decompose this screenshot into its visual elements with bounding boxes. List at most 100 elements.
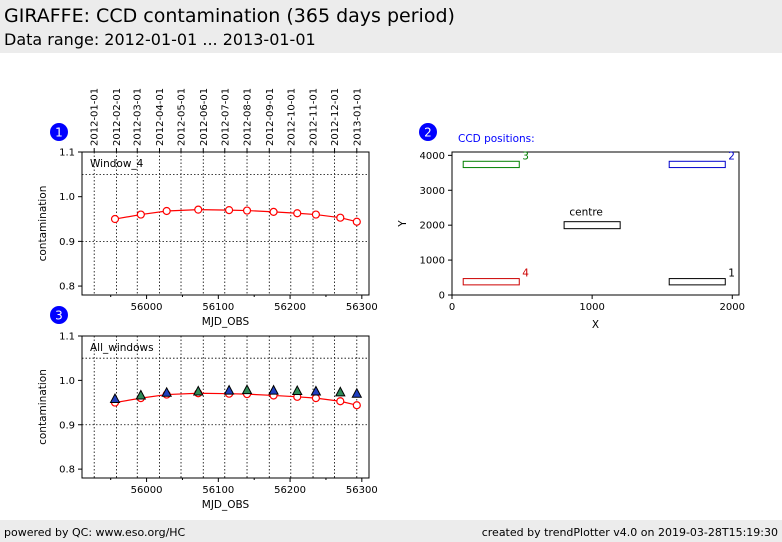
- top-date-label: 2012-06-01: [199, 88, 210, 146]
- ccd-window-2: [668, 160, 726, 169]
- ccd-window-centre: [563, 221, 621, 230]
- top-date-label: 2012-09-01: [265, 88, 276, 146]
- panel-badge-1-bg: [50, 123, 68, 141]
- x-tick-label: 56000: [131, 302, 163, 313]
- x-axis-label: X: [592, 319, 599, 331]
- triangle-point: [334, 386, 346, 397]
- triangle-point: [109, 392, 121, 404]
- x-axis-label: MJD_OBS: [202, 499, 250, 511]
- triangle-point: [310, 385, 322, 396]
- ccd-window-label: 4: [522, 268, 529, 280]
- triangle-point: [135, 389, 147, 400]
- circle-point: [162, 206, 171, 216]
- circle-point: [136, 210, 145, 219]
- y-tick-label: 0.9: [59, 420, 75, 431]
- panel-badge-2-bg: [419, 123, 437, 141]
- top-date-label: 2012-03-01: [133, 88, 144, 146]
- top-date-label: 2012-02-01: [112, 88, 123, 146]
- x-axis-label: MJD_OBS: [202, 316, 250, 328]
- y-tick-label: 0.8: [59, 282, 75, 293]
- top-date-label: 2012-04-01: [155, 88, 166, 146]
- x-tick-label: 56100: [202, 485, 234, 496]
- top-date-label: 2012-08-01: [243, 88, 254, 146]
- triangle-point: [351, 387, 363, 398]
- circle-point: [336, 213, 345, 222]
- panel-badge-3-bg: [50, 306, 68, 324]
- footer-created-by: created by trendPlotter v4.0 on 2019-03-…: [481, 526, 778, 539]
- top-date-label: 2013-01-01: [352, 88, 363, 146]
- circle-point: [293, 209, 302, 218]
- triangle-point: [291, 384, 303, 396]
- top-date-label: 2012-12-01: [330, 88, 341, 146]
- circle-point: [224, 205, 234, 215]
- x-tick-label: 2000: [720, 302, 745, 313]
- top-date-label: 2012-01-01: [90, 88, 101, 146]
- ccd-window-label: 2: [728, 150, 735, 162]
- panel-2: CCD positions: 0 1000 2000 0 1000 2000 3000 4000…: [397, 133, 745, 331]
- y-tick-label: 1.0: [59, 376, 75, 387]
- y-tick-label: 1.0: [59, 192, 75, 203]
- plot-frame: [81, 335, 370, 479]
- circle-point: [336, 397, 345, 406]
- x-tick-label: 56200: [274, 302, 306, 313]
- circle-point: [194, 205, 203, 214]
- panel-badge-2-label: 2: [424, 126, 432, 140]
- footer-powered-by: powered by QC: www.eso.org/HC: [4, 526, 186, 539]
- x-tick-label: 56100: [202, 302, 234, 313]
- top-date-label: 2012-10-01: [286, 88, 297, 146]
- ccd-window-label: 3: [522, 150, 529, 162]
- x-tick-label: 1000: [579, 302, 604, 313]
- y-tick-label: 2000: [420, 221, 445, 232]
- triangle-point: [223, 384, 235, 395]
- plot-frame: [451, 151, 740, 296]
- circle-point: [110, 214, 120, 224]
- panel-badge-3-label: 3: [55, 309, 63, 323]
- top-date-label: 2012-11-01: [309, 88, 320, 146]
- circle-point: [311, 210, 321, 219]
- x-tick-label: 56000: [131, 485, 163, 496]
- y-axis-label: contamination: [37, 369, 49, 445]
- y-tick-label: 0.9: [59, 237, 75, 248]
- y-tick-label: 1000: [420, 256, 445, 267]
- y-axis-label: Y: [397, 220, 409, 228]
- header-bar: [0, 0, 782, 53]
- triangle-point: [161, 386, 172, 397]
- y-tick-label: 3000: [420, 186, 445, 197]
- page-subtitle: Data range: 2012-01-01 ... 2013-01-01: [4, 30, 316, 49]
- triangle-point: [241, 384, 253, 395]
- x-tick-label: 0: [449, 302, 455, 313]
- x-tick-label: 56200: [274, 485, 306, 496]
- page-title: GIRAFFE: CCD contamination (365 days per…: [4, 5, 455, 27]
- circle-point: [352, 401, 361, 410]
- top-date-label: 2012-05-01: [177, 88, 188, 146]
- circle-point: [242, 206, 252, 215]
- panel-box-label: Window_4: [90, 158, 144, 170]
- y-tick-label: 0: [439, 291, 445, 302]
- circle-point: [311, 394, 321, 403]
- x-tick-label: 56300: [346, 485, 378, 496]
- ccd-window-4: [462, 278, 520, 286]
- x-tick-label: 56300: [346, 302, 378, 313]
- top-date-label: 2012-07-01: [220, 88, 231, 146]
- panel-box-label: All_windows: [90, 342, 154, 354]
- footer-bar: [0, 520, 782, 542]
- panel-badge-1-label: 1: [55, 126, 63, 140]
- circle-point: [352, 217, 361, 226]
- ccd-window-label: centre: [569, 207, 603, 219]
- triangle-point: [268, 384, 279, 395]
- y-tick-label: 1.1: [59, 148, 75, 159]
- ccd-window-label: 1: [728, 268, 735, 280]
- y-axis-label: contamination: [37, 186, 49, 262]
- panel-1: 56000 56100 56200 56300 0.8 0.9 1.0 1.1 MJD_OBS c…: [37, 88, 378, 328]
- y-tick-label: 1.1: [59, 332, 75, 343]
- triangle-point: [192, 385, 204, 396]
- y-tick-label: 4000: [420, 151, 445, 162]
- y-tick-label: 0.8: [59, 465, 75, 476]
- plot-frame: [81, 151, 370, 296]
- circle-point: [269, 207, 278, 216]
- ccd-caption: CCD positions:: [458, 133, 535, 145]
- ccd-window-1: [668, 278, 726, 286]
- panel-3: 56000 56100 56200 56300 0.8 0.9 1.0 1.1 MJD_OBS c…: [37, 332, 378, 512]
- ccd-window-3: [462, 160, 520, 169]
